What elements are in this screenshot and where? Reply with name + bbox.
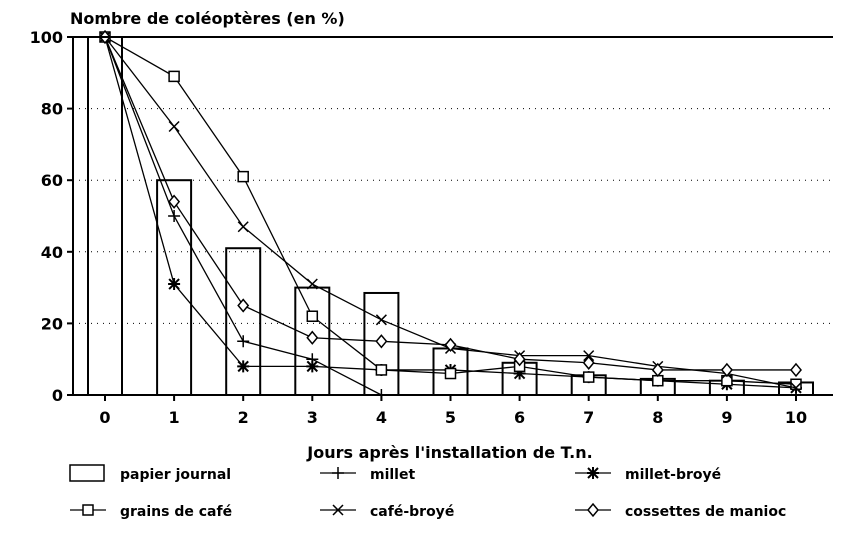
data-point-cross bbox=[168, 120, 180, 133]
legend-label: café-broyé bbox=[370, 504, 454, 520]
series-line-square bbox=[104, 36, 797, 385]
y-tick-label: 0 bbox=[52, 386, 63, 405]
data-point-diamond bbox=[168, 194, 181, 209]
data-point-diamond bbox=[306, 330, 319, 345]
x-tick-label: 3 bbox=[307, 408, 318, 427]
legend-marker-cross bbox=[332, 504, 344, 516]
data-point-cross bbox=[306, 278, 318, 290]
legend-label: cossettes de manioc bbox=[625, 504, 786, 520]
data-point-star bbox=[306, 360, 319, 373]
x-tick-label: 0 bbox=[99, 408, 110, 427]
data-point-square bbox=[652, 374, 664, 387]
legend-item: millet bbox=[320, 467, 415, 483]
x-axis-label: Jours après l'installation de T.n. bbox=[306, 443, 592, 462]
data-point-diamond bbox=[720, 362, 733, 378]
x-tick-label: 2 bbox=[238, 408, 249, 427]
bar-papier-journal bbox=[225, 247, 262, 396]
data-point-diamond bbox=[513, 352, 526, 367]
data-point-plus bbox=[237, 335, 250, 348]
legend-label: grains de café bbox=[120, 504, 232, 520]
legend-item: cossettes de manioc bbox=[575, 502, 786, 520]
legend-label: papier journal bbox=[120, 467, 231, 483]
legend-marker-plus bbox=[332, 467, 344, 479]
x-tick-label: 9 bbox=[721, 408, 732, 427]
y-tick-label: 60 bbox=[41, 171, 63, 190]
y-tick-label: 20 bbox=[41, 314, 63, 333]
data-point-diamond bbox=[582, 355, 595, 370]
legend-label: millet bbox=[370, 467, 415, 483]
y-tick-label: 80 bbox=[41, 100, 63, 119]
legend-item: papier journal bbox=[69, 464, 231, 483]
data-point-square bbox=[237, 170, 249, 183]
data-point-plus bbox=[168, 210, 181, 222]
legend-marker-square bbox=[82, 504, 94, 516]
x-tick-label: 10 bbox=[785, 408, 807, 427]
x-tick-label: 5 bbox=[445, 408, 456, 427]
data-point-cross bbox=[790, 382, 802, 394]
data-point-diamond bbox=[651, 362, 664, 378]
legend-marker-diamond bbox=[587, 502, 599, 518]
data-point-cross bbox=[237, 221, 249, 233]
series-line-diamond bbox=[104, 36, 796, 371]
data-point-diamond bbox=[444, 337, 457, 353]
legend-swatch-bar bbox=[69, 464, 105, 482]
data-point-square bbox=[306, 310, 319, 322]
x-tick-label: 8 bbox=[652, 408, 663, 427]
data-point-square bbox=[790, 378, 802, 391]
data-point-diamond bbox=[375, 334, 388, 349]
y-axis-label: Nombre de coléoptères (en %) bbox=[70, 9, 345, 28]
data-point-square bbox=[375, 364, 388, 376]
series-line-star bbox=[104, 36, 797, 389]
y-tick-label: 100 bbox=[30, 28, 63, 47]
data-point-square bbox=[168, 70, 180, 83]
data-point-square bbox=[444, 367, 457, 380]
x-tick-label: 7 bbox=[583, 408, 594, 427]
series-line-cross bbox=[104, 36, 797, 389]
data-point-cross bbox=[375, 314, 387, 326]
data-point-square bbox=[582, 371, 595, 383]
legend-label: millet-broyé bbox=[625, 467, 721, 483]
legend-item: café-broyé bbox=[320, 504, 454, 520]
data-point-diamond bbox=[790, 362, 802, 378]
y-tick-label: 40 bbox=[41, 243, 63, 262]
data-point-star bbox=[237, 360, 250, 373]
x-tick-label: 6 bbox=[514, 408, 525, 427]
legend-item: grains de café bbox=[70, 504, 232, 520]
legend-item: millet-broyé bbox=[575, 467, 721, 483]
legend-marker-star bbox=[587, 467, 599, 479]
data-point-diamond bbox=[237, 298, 250, 313]
bar-papier-journal bbox=[87, 36, 123, 396]
x-tick-label: 4 bbox=[376, 408, 387, 427]
x-tick-label: 1 bbox=[169, 408, 180, 427]
data-point-star bbox=[168, 278, 181, 291]
data-point-star bbox=[513, 367, 526, 380]
